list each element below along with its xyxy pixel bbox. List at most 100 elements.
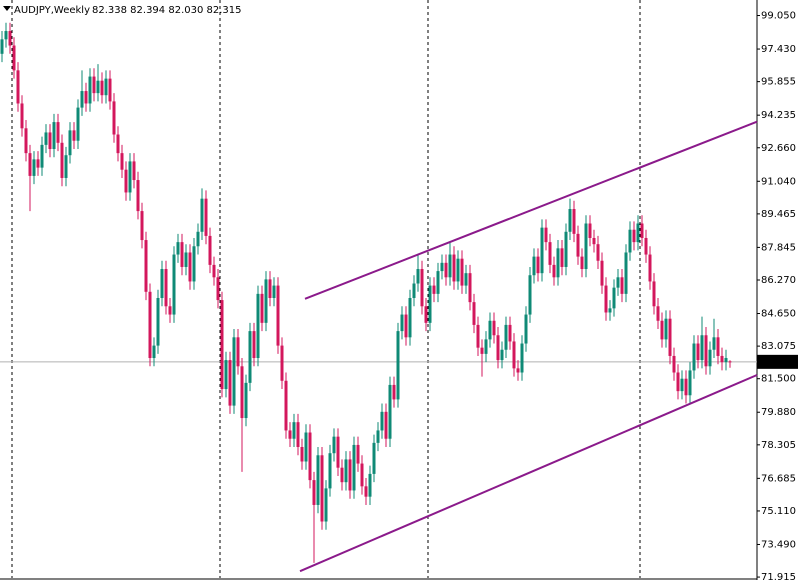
- candle-body: [696, 343, 700, 361]
- candle-body: [620, 277, 624, 294]
- candle-body: [496, 335, 500, 361]
- candle-body: [192, 246, 196, 282]
- candle-body: [64, 155, 68, 178]
- candle-body: [452, 254, 456, 282]
- candle-body: [244, 382, 248, 419]
- candle-body: [268, 279, 272, 299]
- candle-body: [480, 347, 484, 354]
- candle-body: [504, 324, 508, 350]
- candle-body: [240, 366, 244, 419]
- candle-body: [716, 337, 720, 356]
- candle-body: [300, 447, 304, 462]
- y-tick-label: 76.685: [761, 473, 796, 484]
- candle-body: [572, 209, 576, 234]
- candle-body: [644, 237, 648, 255]
- candle-body: [184, 252, 188, 267]
- candle-body: [600, 260, 604, 286]
- candle-body: [416, 269, 420, 284]
- y-tick-label: 89.465: [761, 209, 796, 220]
- candle-body: [228, 360, 232, 406]
- y-tick-label: 94.235: [761, 110, 796, 121]
- candle-body: [660, 320, 664, 340]
- candle-body: [76, 107, 80, 141]
- candle-body: [360, 463, 364, 487]
- candle-body: [520, 343, 524, 373]
- candle-body: [468, 273, 472, 303]
- candle-body: [616, 277, 620, 288]
- candle-body: [628, 229, 632, 253]
- y-tick-label: 86.270: [761, 275, 796, 286]
- candle-body: [148, 291, 152, 359]
- candle-body: [456, 258, 460, 282]
- candle-body: [256, 293, 260, 359]
- candle-body: [672, 355, 676, 373]
- candle-body: [348, 459, 352, 491]
- candle-body: [544, 227, 548, 243]
- candle-body: [388, 384, 392, 439]
- candle-body: [580, 256, 584, 270]
- channel-line: [299, 374, 758, 573]
- candle-body: [692, 343, 696, 371]
- candle-body: [260, 293, 264, 323]
- candle-body: [428, 285, 432, 323]
- candle-body: [652, 281, 656, 307]
- candle-body: [688, 370, 692, 396]
- y-tick-label: 73.490: [761, 539, 796, 550]
- candle-body: [320, 455, 324, 522]
- candle-body: [52, 122, 56, 150]
- candle-body: [224, 360, 228, 390]
- candle-body: [28, 153, 32, 176]
- candle-body: [32, 159, 36, 176]
- candle-body: [420, 269, 424, 307]
- candle-body: [272, 285, 276, 299]
- candle-body: [292, 422, 296, 439]
- candle-body: [128, 161, 132, 193]
- candle-body: [584, 223, 588, 270]
- y-tick-label: 83.075: [761, 341, 796, 352]
- candle-body: [380, 411, 384, 431]
- y-tick-label: 95.855: [761, 77, 796, 88]
- candle-body: [88, 76, 92, 104]
- candle-body: [528, 275, 532, 315]
- channel-line: [304, 120, 758, 300]
- candle-body: [540, 227, 544, 274]
- candle-body: [168, 306, 172, 315]
- candle-body: [488, 320, 492, 340]
- y-tick-label: 78.305: [761, 440, 796, 451]
- candle-body: [48, 132, 52, 150]
- candle-body: [144, 240, 148, 292]
- candle-body: [612, 287, 616, 309]
- candle-body: [280, 345, 284, 381]
- candle-body: [400, 314, 404, 332]
- candle-body: [208, 235, 212, 265]
- symbol-menu-arrow[interactable]: [3, 6, 11, 11]
- candle-body: [120, 153, 124, 170]
- current-price-label: 82.315: [761, 357, 796, 368]
- candle-body: [464, 273, 468, 286]
- candle-body: [96, 80, 100, 94]
- candle-body: [312, 480, 316, 505]
- candle-body: [432, 285, 436, 294]
- candle-body: [160, 269, 164, 299]
- candle-body: [608, 308, 612, 313]
- y-tick-label: 75.110: [761, 506, 796, 517]
- candle-body: [8, 31, 12, 46]
- candle-body: [436, 271, 440, 294]
- candle-body: [72, 130, 76, 141]
- candle-body: [60, 142, 64, 178]
- candle-body: [4, 31, 8, 40]
- candle-body: [336, 436, 340, 468]
- quote: 82.338 82.394 82.030 82.315: [92, 5, 242, 16]
- candle-body: [708, 349, 712, 367]
- candle-body: [524, 314, 528, 344]
- candle-body: [332, 436, 336, 454]
- candle-body: [132, 161, 136, 181]
- candle-body: [668, 318, 672, 356]
- candle-body: [604, 285, 608, 313]
- candle-body: [212, 264, 216, 278]
- candle-body: [316, 455, 320, 505]
- current-price-box: [757, 354, 798, 369]
- candle-body: [704, 335, 708, 367]
- candle-body: [448, 254, 452, 278]
